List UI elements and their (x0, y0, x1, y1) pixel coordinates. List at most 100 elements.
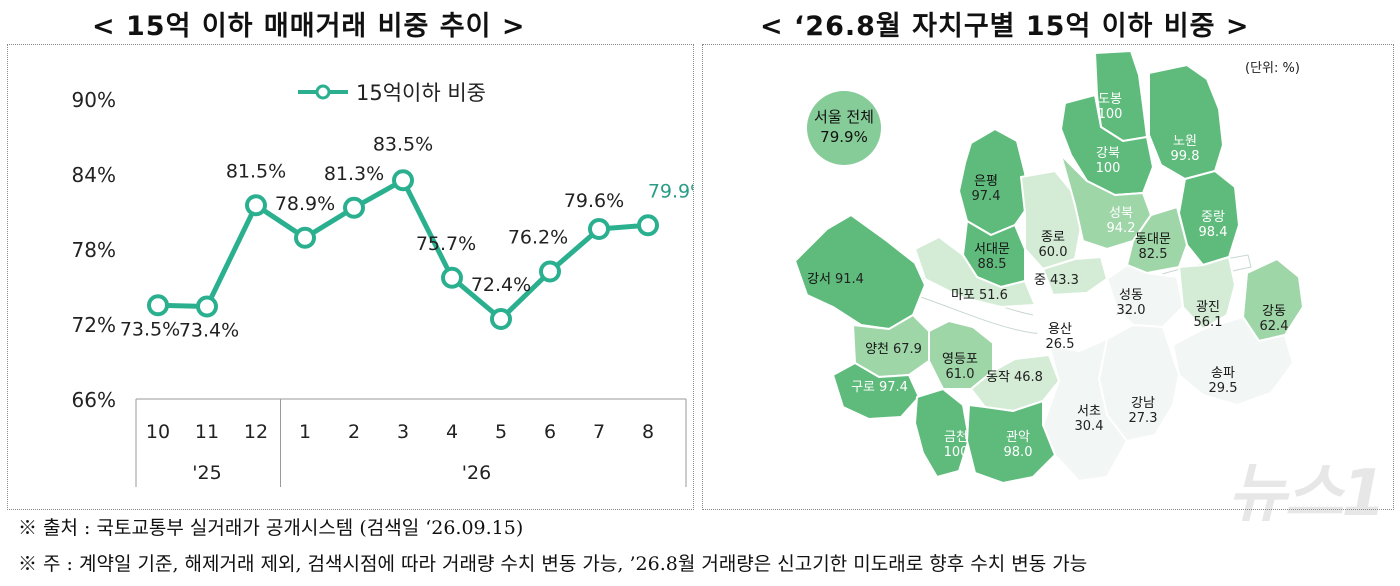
district-name: 금천 (944, 430, 968, 445)
district-gwangjin (1178, 256, 1236, 330)
district-value: 60.0 (1039, 245, 1068, 260)
y-tick-label: 84% (72, 163, 116, 187)
x-tick-label: 5 (495, 421, 507, 443)
data-point (392, 169, 414, 192)
map-title: < ‘26.8월 자치구별 15억 이하 비중 > (760, 11, 1250, 42)
legend-label: 15억이하 비중 (356, 81, 486, 105)
district-name: 강서 (807, 272, 831, 287)
district-name: 중 (1034, 273, 1046, 288)
district-nowon (1148, 64, 1224, 180)
district-label-9: 중 43.3 (1034, 273, 1079, 288)
district-value: 26.5 (1046, 337, 1075, 352)
data-point (147, 294, 169, 317)
district-gangbuk (1060, 94, 1154, 196)
x-tick-label: 7 (593, 421, 605, 443)
district-name: 영등포 (942, 352, 978, 367)
data-point (539, 260, 561, 283)
data-point (588, 218, 610, 240)
district-value: 99.8 (1171, 149, 1200, 164)
data-label: 75.7% (416, 233, 476, 255)
district-value: 98.0 (1004, 445, 1033, 460)
seoul-total-badge: 서울 전체 79.9% (807, 91, 881, 165)
district-value: 51.6 (979, 288, 1008, 303)
district-gangseo (794, 214, 926, 330)
district-name: 용산 (1048, 322, 1072, 337)
district-value: 29.5 (1209, 381, 1238, 396)
district-value: 43.3 (1050, 273, 1079, 288)
district-value: 32.0 (1117, 303, 1146, 318)
district-name: 노원 (1173, 134, 1197, 149)
district-value: 91.4 (835, 272, 864, 287)
unit-label: (단위: %) (1245, 61, 1300, 76)
y-tick-label: 72% (72, 313, 116, 337)
data-label: 73.4% (179, 320, 239, 342)
district-name: 관악 (1006, 430, 1030, 445)
data-label: 78.9% (275, 193, 335, 215)
district-value: 82.5 (1139, 247, 1168, 262)
line-chart-panel: 90% 84% 78% 72% 66% 15억이하 비중 73.5% 73.4% 81.5%… (7, 44, 708, 510)
year-group-label: '26 (462, 462, 491, 484)
district-name: 강북 (1096, 146, 1120, 161)
x-tick-label: 2 (348, 421, 360, 443)
district-name: 마포 (951, 288, 975, 303)
district-value: 97.4 (972, 189, 1001, 204)
line-chart: 90% 84% 78% 72% 66% 15억이하 비중 73.5%73.4% 81.5%… (72, 81, 708, 487)
data-point (637, 214, 659, 237)
district-name: 동작 (986, 370, 1010, 385)
data-label: 83.5% (373, 133, 433, 155)
data-point (441, 266, 463, 289)
data-point (196, 295, 218, 318)
district-name: 성북 (1109, 206, 1133, 221)
district-name: 강동 (1262, 304, 1286, 319)
district-name: 성동 (1119, 288, 1143, 303)
district-value: 30.4 (1075, 419, 1104, 434)
district-value: 67.9 (893, 342, 922, 357)
district-name: 중랑 (1201, 210, 1225, 225)
district-name: 광진 (1196, 300, 1220, 315)
district-value: 27.3 (1129, 411, 1158, 426)
seoul-total-circle (807, 91, 881, 165)
year-group-label: '25 (192, 462, 221, 484)
data-label: 73.5% (120, 318, 180, 340)
legend-marker (315, 84, 331, 100)
district-value: 61.0 (946, 367, 975, 382)
x-tick-label: 4 (446, 421, 458, 443)
x-tick-label: 6 (544, 421, 556, 443)
district-name: 은평 (974, 174, 998, 189)
district-label-20: 동작 46.8 (986, 370, 1043, 385)
x-tick-label: 8 (642, 421, 654, 443)
district-name: 도봉 (1098, 92, 1122, 107)
source-note: ※ 출처 : 국토교통부 실거래가 공개시스템 (검색일 ‘26.09.15) (18, 517, 524, 539)
district-geumcheon (914, 388, 970, 478)
district-value: 88.5 (978, 257, 1007, 272)
data-label: 76.2% (508, 227, 568, 249)
district-label-10: 마포 51.6 (951, 288, 1008, 303)
district-label-19: 구로 97.4 (851, 380, 908, 395)
y-tick-label: 78% (72, 238, 116, 262)
district-name: 양천 (865, 342, 889, 357)
district-name: 송파 (1211, 366, 1235, 381)
district-seocho (1042, 338, 1128, 482)
district-value: 56.1 (1194, 315, 1223, 330)
watermark-logo: 뉴스1 (1227, 457, 1386, 531)
x-tick-label: 10 (146, 421, 170, 443)
district-songpa (1172, 316, 1294, 406)
district-value: 94.2 (1107, 221, 1136, 236)
seoul-total-label: 서울 전체 (814, 108, 874, 126)
district-gwanak (966, 400, 1056, 484)
legend: 15억이하 비중 (298, 81, 486, 105)
district-label-16: 양천 67.9 (865, 342, 922, 357)
